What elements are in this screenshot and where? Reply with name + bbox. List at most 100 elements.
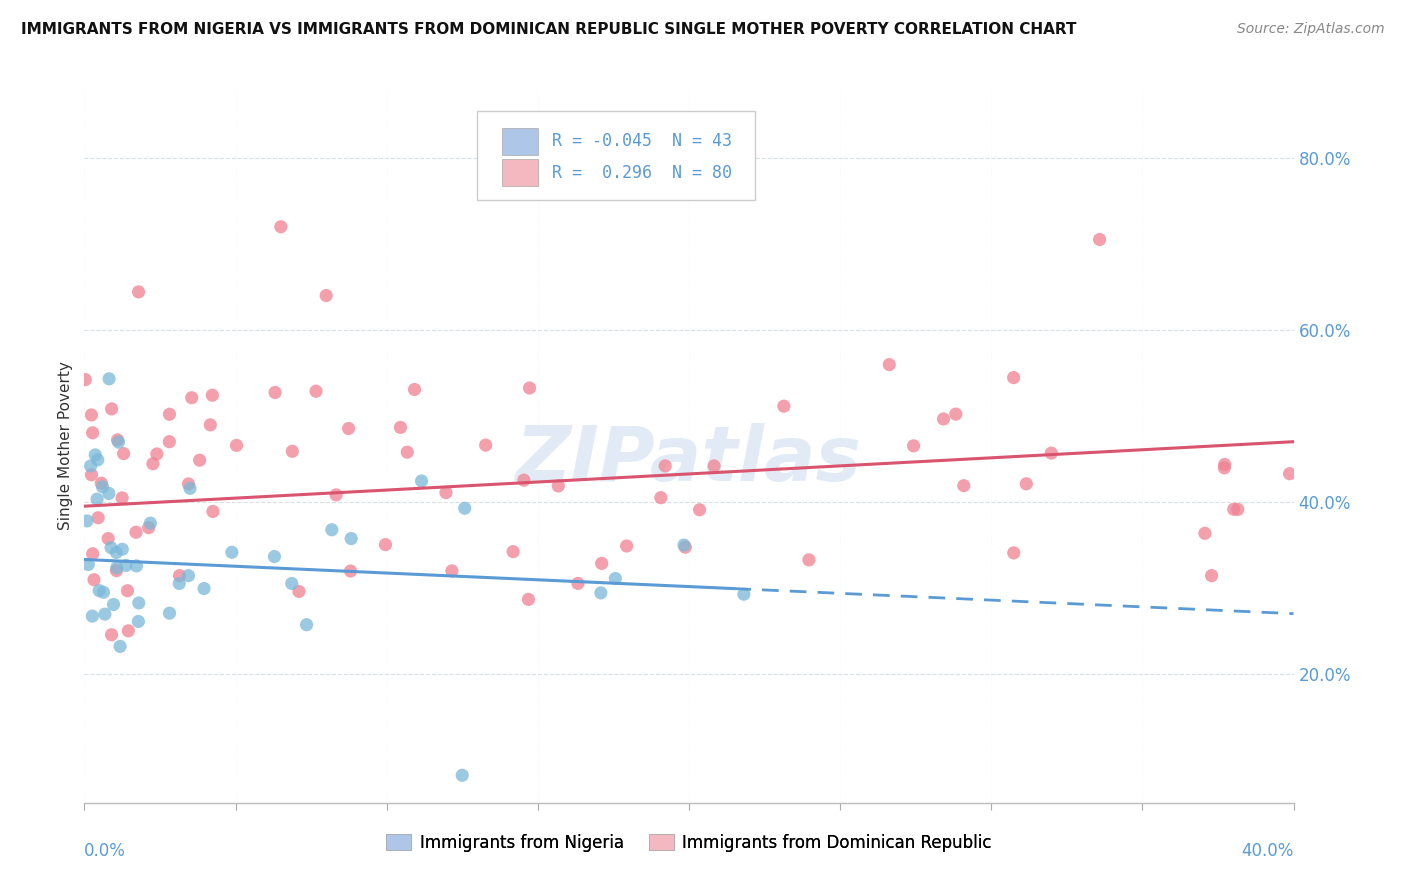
Point (100, 541, 122, 555)
Point (93, 585, 115, 599)
Point (177, 477, 200, 491)
Point (115, 558, 138, 573)
Point (288, 584, 311, 599)
Point (474, 438, 496, 452)
Point (1226, 502, 1249, 516)
Point (112, 447, 135, 461)
Point (280, 576, 302, 591)
Point (169, 568, 191, 582)
Point (105, 564, 128, 578)
Point (177, 568, 200, 582)
Point (519, 381, 541, 395)
Point (87, 453, 110, 467)
Point (1194, 526, 1216, 541)
Point (89, 583, 111, 598)
Point (193, 582, 215, 596)
Point (76, 514, 98, 528)
Point (315, 288, 337, 302)
Point (82, 425, 104, 440)
Point (295, 617, 318, 632)
Point (945, 407, 967, 421)
Point (374, 538, 396, 552)
Point (404, 383, 426, 397)
Point (146, 447, 169, 461)
Point (200, 417, 222, 432)
Point (672, 538, 695, 552)
Point (650, 491, 672, 505)
Point (654, 458, 676, 473)
Text: 40.0%: 40.0% (1241, 842, 1294, 860)
Point (125, 525, 148, 540)
Point (517, 592, 540, 607)
Point (773, 399, 796, 413)
Point (1213, 461, 1236, 475)
Point (1002, 370, 1025, 384)
Point (80, 467, 103, 482)
Y-axis label: Single Mother Poverty: Single Mother Poverty (58, 361, 73, 531)
Text: ZIPatlas: ZIPatlas (516, 424, 862, 497)
Point (107, 435, 129, 450)
Point (547, 479, 569, 493)
Point (591, 557, 613, 571)
Point (339, 564, 361, 578)
Point (128, 596, 150, 610)
Point (589, 586, 612, 600)
Point (616, 539, 638, 553)
Point (932, 412, 955, 426)
Point (513, 473, 536, 487)
Point (434, 485, 457, 500)
Point (877, 358, 900, 372)
Point (108, 640, 131, 654)
Point (201, 388, 224, 402)
Point (502, 544, 524, 558)
Point (733, 587, 755, 601)
Point (689, 502, 711, 516)
Point (105, 560, 128, 574)
Point (340, 532, 363, 546)
Point (159, 606, 181, 620)
Point (103, 598, 125, 612)
Point (179, 481, 201, 495)
Point (157, 434, 180, 449)
Point (703, 458, 725, 473)
Text: R =  0.296  N = 80: R = 0.296 N = 80 (553, 164, 733, 182)
Point (111, 542, 134, 557)
Point (97, 532, 120, 546)
Point (117, 583, 139, 598)
Point (1015, 476, 1038, 491)
Point (1040, 446, 1063, 460)
Point (1222, 502, 1244, 516)
Point (80, 408, 103, 422)
Point (281, 444, 304, 458)
Point (605, 572, 627, 586)
Point (270, 219, 292, 234)
Point (201, 504, 224, 518)
Point (142, 457, 165, 471)
Point (84, 448, 107, 462)
FancyBboxPatch shape (502, 159, 538, 186)
Point (75, 373, 97, 387)
Point (83, 573, 105, 587)
Point (673, 540, 696, 554)
Point (1278, 467, 1301, 481)
Point (952, 478, 974, 492)
Point (98, 372, 121, 386)
Point (87, 510, 110, 524)
Point (903, 439, 925, 453)
Point (567, 576, 589, 591)
Point (138, 521, 160, 535)
Point (111, 491, 134, 505)
Point (139, 516, 162, 530)
Point (440, 564, 463, 578)
Point (411, 474, 433, 488)
Point (325, 488, 347, 502)
Point (86, 492, 108, 507)
Point (263, 549, 285, 564)
Point (77, 558, 100, 572)
Point (167, 576, 190, 591)
Point (337, 421, 360, 435)
Point (91, 480, 114, 494)
Point (94, 607, 117, 621)
Point (82, 547, 104, 561)
Point (451, 768, 474, 782)
